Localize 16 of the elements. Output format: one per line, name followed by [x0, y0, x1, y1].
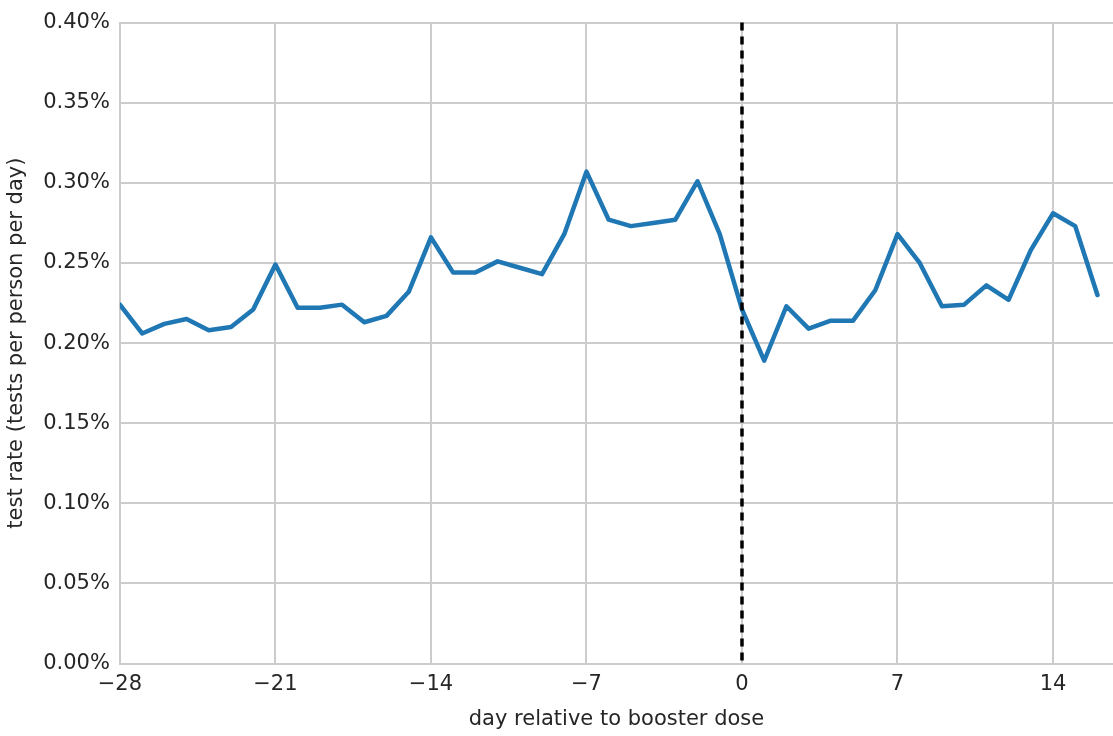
- y-tick-label: 0.40%: [43, 9, 110, 34]
- y-tick-label: 0.05%: [43, 569, 110, 594]
- y-tick-label: 0.30%: [43, 169, 110, 194]
- y-tick-label: 0.10%: [43, 489, 110, 514]
- x-tick-label: −14: [408, 670, 454, 695]
- x-tick-label: 0: [735, 670, 749, 695]
- y-tick-label: 0.35%: [43, 89, 110, 114]
- y-axis-title: test rate (tests per person per day): [3, 157, 28, 529]
- x-tick-label: 7: [890, 670, 905, 695]
- y-tick-label: 0.25%: [43, 249, 110, 274]
- x-tick-label: 14: [1039, 670, 1067, 695]
- x-axis-title: day relative to booster dose: [468, 705, 765, 730]
- y-tick-label: 0.15%: [43, 409, 110, 434]
- x-tick-label: −21: [253, 670, 298, 695]
- y-tick-label: 0.20%: [43, 329, 110, 354]
- x-tick-label: −7: [570, 670, 602, 695]
